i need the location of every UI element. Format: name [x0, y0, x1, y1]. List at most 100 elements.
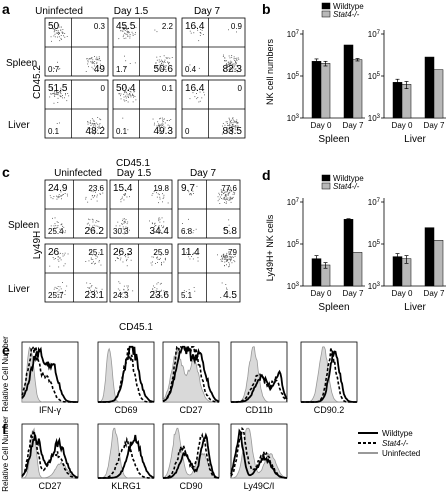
quadrant-percentage: 24.3: [113, 291, 129, 300]
flow-plots-c: 24.9 23.6 25.4 26.2 15.4 19.8 30.3 34.4 9.7 77.6 6…: [44, 179, 241, 303]
y-axis-label-ly49h-nk-cells: Ly49H+ NK cells: [265, 214, 275, 281]
dot-cloud: [49, 185, 104, 234]
row-title-spleen: Spleen: [8, 220, 39, 231]
y-tick-label: 105: [368, 72, 381, 81]
flow-plot-spleen-1: 50 0.3 0.7 49: [44, 17, 109, 77]
y-tick-label: 105: [368, 240, 381, 249]
quadrant-percentage: 49.3: [154, 126, 174, 137]
dot-cloud: [115, 189, 169, 235]
col-title-day1-5: Day 1.5: [117, 168, 152, 179]
histograms-e: IFN-γ CD69 CD27 CD11b CD90.2: [21, 341, 358, 415]
quadrant-percentage: 45.5: [116, 21, 136, 32]
bar-chart-liver: 107 105 103 Day 0 Day 7 Liver: [368, 198, 446, 313]
panel-e: e Relative Cell Number IFN-γ CD69 CD27 CD11…: [1, 336, 358, 415]
wildtype-histogram: [231, 369, 288, 403]
quadrant-percentage: 16.4: [185, 21, 205, 32]
flow-plot-liver-1: 51.5 0 0.1 48.2: [44, 79, 109, 139]
bar-wildtype-day-7: [343, 219, 354, 287]
histogram-marker-label: CD90: [179, 481, 202, 491]
bar-stat4--day-0: [401, 84, 412, 119]
quadrant-percentage: 83.5: [223, 126, 243, 137]
flow-plot-spleen-3: 16.4 0.9 0.4 82.3: [181, 17, 246, 77]
x-axis-label-cd45-1: CD45.1: [116, 158, 150, 169]
quadrant-percentage: 25.7: [48, 291, 64, 300]
panel-e-label: e: [2, 342, 10, 358]
quadrant-percentage: 4.5: [223, 290, 237, 301]
bar-charts-b: 107 105 103 Day 0 Day 7 Spleen 107 105 103 Day 0 D…: [287, 30, 446, 145]
y-tick-label: 105: [287, 72, 300, 81]
y-tick-label: 107: [368, 198, 381, 207]
row-title-liver: Liver: [8, 120, 30, 131]
histogram-klrg1: KLRG1: [97, 423, 155, 491]
bar-wildtype-day-0: [392, 82, 403, 119]
quadrant-percentage: 16.4: [185, 83, 205, 94]
wildtype-histogram: [301, 349, 357, 403]
dot-cloud: [49, 250, 103, 299]
y-tick-label: 107: [287, 30, 300, 39]
col-title-uninfected: Uninfected: [54, 168, 102, 179]
panel-b-label: b: [262, 1, 271, 17]
y-tick-label: 103: [368, 282, 381, 291]
quadrant-percentage: 11.4: [181, 247, 200, 258]
dot-cloud: [118, 23, 173, 70]
quadrant-percentage: 82.3: [223, 64, 243, 75]
quadrant-percentage: 50.6: [154, 64, 174, 75]
quadrant-percentage: 25.9: [153, 248, 169, 257]
col-title-day1-5: Day 1.5: [114, 6, 149, 17]
bar-wildtype-day-7: [424, 227, 435, 287]
legend-label-stat4: Stat4-/-: [333, 10, 360, 19]
histograms-f: CD27 KLRG1 CD90 Ly49C/I: [21, 423, 288, 491]
bar-stat4--day-7: [352, 252, 363, 287]
histogram-cd27: CD27: [162, 341, 220, 415]
quadrant-percentage: 0.1: [116, 127, 128, 136]
histogram-cd27: CD27: [21, 423, 79, 491]
x-tick-label: Day 0: [392, 289, 413, 298]
histogram-marker-label: CD27: [179, 405, 202, 415]
legend-label-uninfected: Uninfected: [382, 449, 420, 458]
wildtype-histogram: [162, 345, 220, 403]
quadrant-percentage: 5.1: [181, 291, 193, 300]
quadrant-percentage: 25.4: [48, 227, 64, 236]
y-axis-label-nk-cell-numbers: NK cell numbers: [265, 38, 275, 105]
col-title-day7: Day 7: [190, 168, 217, 179]
histogram-cd69: CD69: [97, 341, 155, 415]
chart-title: Liver: [404, 134, 426, 145]
quadrant-percentage: 0.3: [94, 22, 106, 31]
histogram-cd90-2: CD90.2: [300, 341, 358, 415]
histogram-marker-label: CD27: [38, 481, 61, 491]
x-axis-label-cd45-1: CD45.1: [119, 322, 153, 333]
y-axis-label-relative-cell-number: Relative Cell Number: [1, 416, 10, 492]
dot-cloud: [118, 86, 172, 134]
flow-plot-spleen-3: 9.7 77.6 6.8 5.8: [177, 179, 241, 239]
histogram-cd90: CD90: [162, 423, 220, 491]
flow-plot-spleen-1: 24.9 23.6 25.4 26.2: [44, 179, 108, 239]
dot-cloud: [50, 24, 104, 72]
bar-stat4--day-7: [352, 59, 363, 119]
wildtype-histogram: [21, 346, 78, 403]
histogram-marker-label: Ly49C/I: [244, 481, 275, 491]
quadrant-percentage: 23.6: [150, 290, 170, 301]
dot-cloud: [183, 251, 236, 298]
x-tick-label: Day 0: [311, 121, 332, 130]
flow-plot-spleen-2: 15.4 19.8 30.3 34.4: [109, 179, 173, 239]
quadrant-percentage: 49: [94, 64, 106, 75]
flow-plot-liver-3: 16.4 0 0 83.5: [181, 79, 246, 139]
panel-c-label: c: [2, 164, 10, 180]
col-title-uninfected: Uninfected: [35, 6, 83, 17]
flow-plot-liver-2: 50.4 0.1 0.1 49.3: [112, 79, 177, 139]
histogram-marker-label: CD11b: [245, 405, 272, 415]
y-axis-label-relative-cell-number: Relative Cell Number: [1, 336, 10, 412]
chart-title: Liver: [404, 302, 426, 313]
flow-plots-a: 50 0.3 0.7 49 45.5 2.2 1.7 50.6 16.4 0.9 0.4 82.3 51…: [44, 17, 246, 139]
dot-cloud: [49, 86, 103, 135]
x-tick-label: Day 7: [343, 121, 364, 130]
quadrant-percentage: 48.2: [86, 126, 106, 137]
bar-wildtype-day-7: [343, 44, 354, 119]
panel-c: c Uninfected Day 1.5 Day 7 Spleen Liver …: [2, 164, 241, 333]
panel-f: f Relative Cell Number CD27 KLRG1 CD90 Ly49…: [1, 416, 420, 492]
row-title-spleen: Spleen: [6, 58, 37, 69]
stat4-histogram: [98, 436, 154, 479]
quadrant-percentage: 0: [238, 84, 243, 93]
stat4-histogram: [21, 429, 79, 479]
quadrant-percentage: 0.7: [48, 65, 60, 74]
